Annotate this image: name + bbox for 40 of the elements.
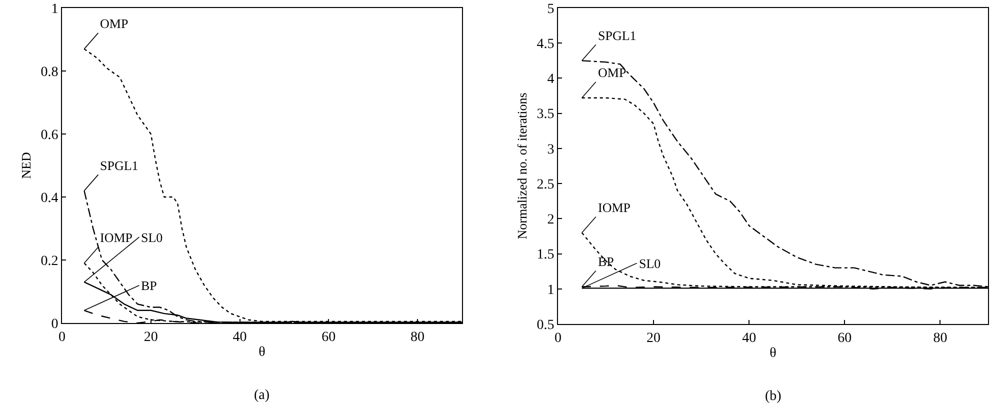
series-label: SL0 [639,256,661,271]
x-axis-title: θ [258,345,266,360]
series-label: SPGL1 [598,28,636,43]
y-tick-label: 0.2 [40,254,58,269]
y-tick-label: 2 [547,212,554,228]
series-label: SPGL1 [100,158,138,173]
y-tick-label: 1 [547,282,554,298]
y-tick-label: 0.5 [536,318,554,333]
y-tick-label: 4 [547,72,554,88]
y-tick-label: 3.5 [536,107,554,122]
y-tick-label: 3 [547,142,554,158]
y-tick-label: 5 [547,2,554,17]
x-tick-label: 40 [742,330,756,346]
y-tick-label: 0.4 [40,190,58,206]
x-tick-label: 40 [232,330,247,345]
series-label: IOMP [100,230,133,245]
text: (b) [765,389,782,404]
series-label: OMP [100,16,128,31]
y-tick-label: 2.5 [536,177,554,192]
x-tick-label: 80 [410,330,425,345]
x-tick-label: 80 [933,330,948,346]
text: (a) [254,388,270,403]
text: SL0 [141,230,163,245]
text: BP [141,278,157,293]
y-axis-title: Normalized no. of iterations [514,92,530,240]
y-tick-label: 1 [51,2,58,17]
x-tick-label: 20 [144,330,158,345]
series-label: IOMP [598,200,631,215]
x-tick-label: 60 [322,330,336,345]
series-label: OMP [598,65,626,80]
y-tick-label: 0.8 [40,64,58,80]
y-tick-label: 0 [51,316,58,332]
series-label: BP [598,254,614,269]
y-tick-label: 1.5 [536,248,554,263]
y-tick-label: 0.6 [40,128,58,143]
x-axis-title: θ [770,346,777,362]
x-tick-label: 20 [646,330,661,346]
y-axis-title: NED [18,152,34,179]
x-tick-label: 60 [838,330,852,346]
y-tick-label: 4.5 [536,37,554,52]
